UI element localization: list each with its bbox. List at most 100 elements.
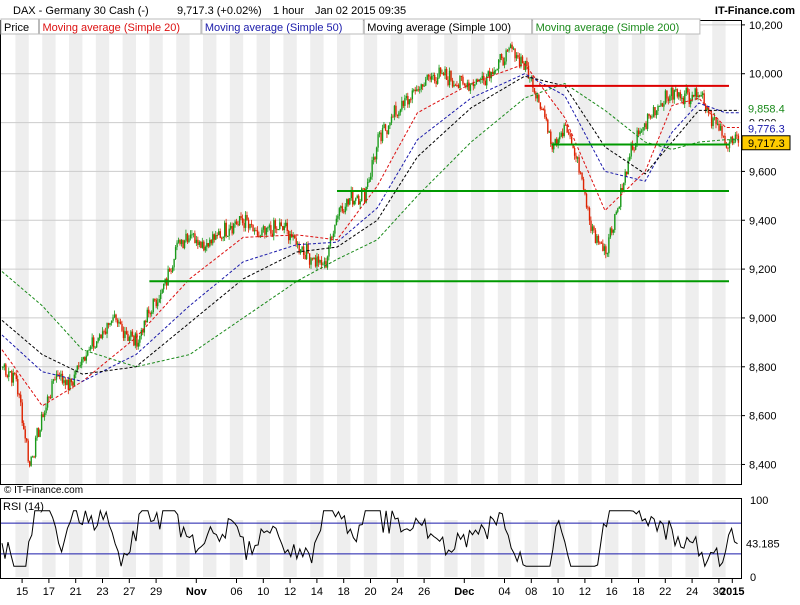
candle-body (675, 89, 677, 91)
candle-body (97, 338, 99, 342)
candle-body (693, 94, 695, 97)
candle-body (466, 82, 469, 88)
candle-body (560, 132, 562, 137)
candle-body (179, 240, 181, 244)
candle-body (52, 379, 55, 382)
candle-body (660, 103, 662, 106)
candle-body (125, 331, 128, 334)
candle-body (605, 246, 607, 254)
candle-body (237, 224, 239, 226)
rsi-value: 43.185 (746, 539, 780, 551)
candle-body (219, 231, 221, 238)
x-tick-label: 23 (96, 586, 108, 598)
candle-body (137, 342, 140, 347)
candle-body (109, 323, 111, 325)
x-tick-label: 20 (364, 586, 376, 598)
candle-body (594, 230, 597, 243)
candle-body (151, 312, 153, 314)
candle-body (346, 199, 348, 207)
candle-body (523, 63, 525, 70)
candle-body (420, 84, 422, 90)
candle-body (502, 57, 504, 66)
candle-body (106, 323, 108, 334)
candle-body (122, 330, 125, 339)
candle-body (265, 227, 268, 235)
candle-body (448, 70, 451, 86)
candle-body (704, 104, 707, 110)
legend-item[interactable] (201, 18, 364, 35)
candle-body (512, 48, 515, 50)
candle-body (170, 270, 172, 272)
candle-body (103, 331, 105, 333)
candle-body (642, 127, 644, 131)
rsi-day-band (578, 520, 592, 577)
candle-body (344, 206, 347, 213)
rsi-label: RSI (14) (3, 501, 44, 513)
candle-body (262, 226, 265, 230)
candle-body (536, 94, 539, 99)
rsi-day-band (605, 520, 619, 577)
candle-body (417, 89, 419, 91)
candle-body (43, 413, 46, 418)
candle-body (36, 428, 38, 438)
candle-body (146, 309, 149, 323)
candle-body (338, 208, 341, 216)
ma-50-line (1, 73, 739, 382)
candle-body (64, 380, 67, 385)
candle-body (225, 222, 227, 237)
day-band (417, 20, 431, 484)
rsi-day-band (390, 520, 404, 577)
candle-body (359, 201, 361, 205)
candle-body (356, 195, 358, 199)
candle-body (672, 88, 674, 100)
legend-item[interactable] (363, 18, 533, 35)
candle-body (134, 333, 137, 346)
candle-body (600, 242, 603, 244)
rsi-day-band (256, 520, 270, 577)
candle-body (152, 299, 154, 313)
candle-body (630, 144, 632, 157)
candle-body (651, 116, 653, 118)
candle-body (78, 365, 80, 367)
legend-item[interactable] (39, 18, 202, 35)
candle-body (477, 79, 479, 82)
candle-body (11, 371, 13, 383)
candle-body (545, 117, 548, 120)
candle-body (602, 243, 604, 251)
candle-body (24, 429, 26, 439)
day-band (444, 20, 458, 484)
legend-item[interactable] (532, 18, 701, 35)
candle-body (499, 53, 501, 60)
candle-body (341, 206, 344, 212)
candle-body (271, 233, 274, 236)
candle-body (657, 105, 659, 111)
candle-body (387, 125, 390, 135)
candle-body (451, 80, 454, 87)
candle-body (648, 114, 650, 116)
candle-body (401, 100, 403, 110)
candle-body (553, 143, 555, 150)
day-band (524, 20, 538, 484)
candle-body (234, 221, 236, 224)
candle-body (301, 246, 303, 250)
candle-body (715, 117, 717, 125)
candle-body (127, 333, 129, 341)
y-tick-label: 8,600 (749, 411, 777, 423)
candle-body (676, 89, 679, 97)
candle-body (40, 414, 43, 431)
candle-body (515, 55, 518, 59)
candle-body (288, 231, 290, 241)
candle-body (626, 171, 628, 175)
candle-body (716, 123, 719, 125)
candle-body (215, 235, 217, 240)
candle-body (643, 123, 646, 128)
candle-body (621, 188, 623, 191)
legend-item[interactable] (0, 18, 39, 35)
day-band (149, 20, 163, 484)
day-band (95, 20, 110, 484)
candle-body (182, 240, 184, 249)
x-tick-label: 12 (284, 586, 296, 598)
rsi-day-band (283, 520, 297, 577)
candle-body (27, 440, 29, 462)
